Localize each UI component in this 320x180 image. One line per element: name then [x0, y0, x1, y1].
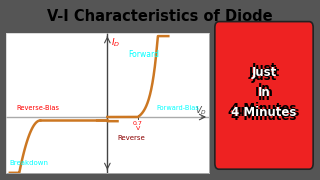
Text: Reverse: Reverse: [118, 135, 146, 141]
Text: Just
In
4 Minutes: Just In 4 Minutes: [228, 66, 294, 119]
FancyBboxPatch shape: [215, 22, 313, 169]
Text: Just
In
4 Minutes: Just In 4 Minutes: [231, 70, 297, 123]
Text: V: V: [136, 126, 140, 131]
Text: $I_D$: $I_D$: [111, 37, 120, 49]
Text: Just
In
4 Minutes: Just In 4 Minutes: [231, 62, 297, 114]
Text: Forward: Forward: [128, 50, 159, 59]
Text: 0.7: 0.7: [133, 121, 143, 126]
Text: Breakdown: Breakdown: [10, 160, 49, 166]
Text: $V_D$: $V_D$: [195, 105, 207, 117]
Text: Just
In
4 Minutes: Just In 4 Minutes: [234, 66, 300, 119]
Text: Just
In
4 Minutes: Just In 4 Minutes: [231, 66, 297, 119]
Text: Reverse-Bias: Reverse-Bias: [16, 105, 59, 111]
Text: V-I Characteristics of Diode: V-I Characteristics of Diode: [47, 9, 273, 24]
Text: Forward-Bias: Forward-Bias: [156, 105, 199, 111]
